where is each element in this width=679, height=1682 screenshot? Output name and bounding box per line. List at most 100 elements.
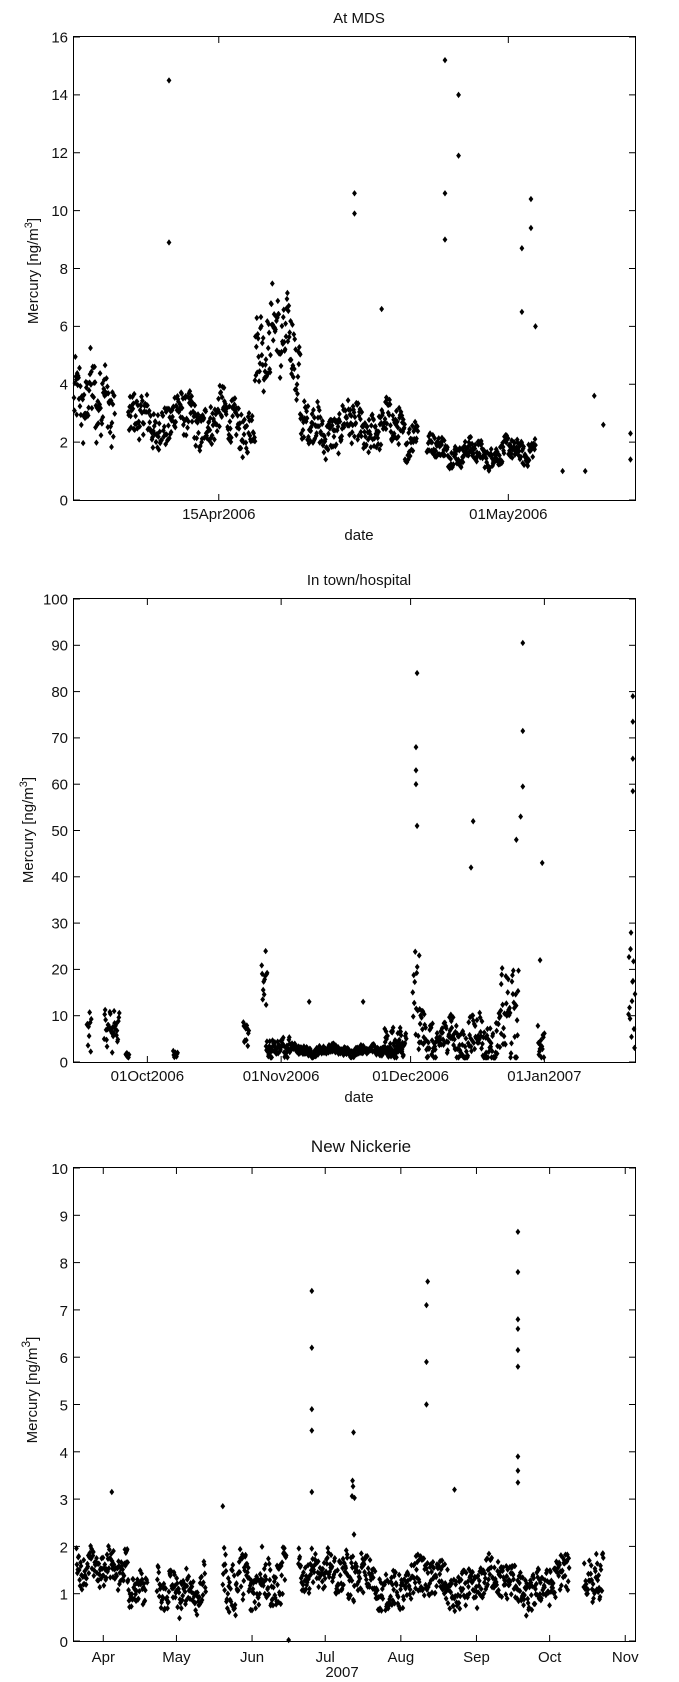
data-point	[87, 1019, 93, 1026]
data-point	[389, 436, 395, 443]
data-point	[249, 416, 255, 424]
data-point-outlier	[515, 1453, 521, 1460]
data-point	[274, 317, 279, 325]
data-point	[344, 1554, 350, 1561]
data-point	[187, 388, 193, 395]
data-point-outlier	[515, 1467, 521, 1474]
data-point	[321, 432, 327, 440]
data-point	[425, 1569, 431, 1577]
data-point	[283, 333, 289, 340]
data-point	[281, 338, 287, 346]
data-point	[395, 424, 401, 431]
data-point-outlier	[513, 836, 519, 843]
data-point	[509, 454, 515, 461]
data-point	[629, 997, 635, 1005]
data-point	[351, 1598, 357, 1605]
data-point	[202, 1570, 208, 1577]
data-point	[389, 1046, 395, 1054]
data-point	[256, 1601, 262, 1608]
data-point	[99, 380, 105, 387]
data-point	[197, 1579, 203, 1587]
data-point	[94, 439, 99, 446]
data-point	[503, 1041, 508, 1048]
data-point	[351, 1429, 356, 1436]
y-tick-label: 10	[51, 203, 68, 220]
x-axis-label: date	[344, 1089, 373, 1106]
data-point	[596, 1572, 602, 1579]
data-point	[261, 1578, 267, 1586]
data-point	[417, 1586, 423, 1593]
data-point	[399, 1045, 405, 1053]
data-point	[88, 1015, 94, 1023]
data-point	[407, 1586, 413, 1593]
data-point	[393, 1047, 398, 1054]
data-point	[137, 406, 143, 414]
data-point	[279, 1559, 285, 1566]
data-point	[414, 435, 419, 442]
data-point	[257, 1570, 263, 1578]
data-point	[311, 414, 317, 421]
data-point	[497, 1569, 503, 1576]
data-point	[503, 1591, 509, 1598]
data-point	[121, 1572, 127, 1579]
data-point-outlier	[352, 190, 357, 197]
data-point	[353, 419, 359, 427]
data-point-outlier	[306, 998, 312, 1006]
data-point	[325, 446, 331, 453]
data-point	[497, 452, 502, 459]
data-point	[430, 1020, 435, 1027]
data-point	[427, 1563, 433, 1571]
data-point	[130, 405, 136, 412]
data-point-outlier	[515, 1325, 521, 1333]
data-point	[350, 1553, 356, 1560]
data-point	[341, 1581, 346, 1589]
data-point	[600, 1550, 606, 1557]
y-tick-label: 10	[51, 1161, 68, 1178]
data-point	[504, 1573, 510, 1580]
data-point	[538, 1595, 544, 1602]
data-point	[321, 1043, 326, 1050]
data-point	[415, 1032, 421, 1040]
data-point	[480, 1040, 485, 1048]
data-point	[110, 1032, 116, 1040]
data-point	[218, 389, 224, 396]
data-point	[522, 1591, 527, 1599]
data-point	[379, 1592, 385, 1600]
data-point	[284, 295, 290, 303]
data-point	[76, 1566, 82, 1574]
data-point	[505, 975, 511, 983]
data-point	[442, 1019, 448, 1026]
data-point	[308, 423, 314, 431]
data-point	[452, 1036, 457, 1043]
data-point	[415, 427, 421, 435]
data-point	[183, 1600, 188, 1608]
data-point	[81, 1580, 87, 1588]
data-point	[403, 1030, 409, 1037]
data-point	[408, 439, 414, 446]
data-point	[431, 1564, 437, 1572]
data-point	[473, 1593, 479, 1601]
data-point	[412, 426, 418, 433]
data-point	[339, 433, 345, 440]
data-point	[285, 338, 291, 345]
data-point	[217, 382, 223, 390]
data-point	[382, 1038, 388, 1046]
data-point	[367, 428, 372, 435]
data-point	[510, 967, 516, 974]
data-point	[136, 1587, 142, 1595]
data-point	[536, 1566, 542, 1573]
data-point	[594, 1560, 600, 1567]
data-point	[155, 433, 161, 440]
data-point	[95, 1577, 101, 1584]
data-point	[160, 1594, 166, 1601]
data-point	[255, 330, 261, 338]
data-point	[451, 1576, 457, 1583]
data-point	[269, 1054, 275, 1061]
data-point	[183, 431, 189, 439]
data-point	[132, 426, 138, 434]
data-point	[312, 435, 318, 442]
data-point	[503, 973, 509, 980]
data-point	[307, 1585, 312, 1592]
data-point	[201, 414, 207, 422]
data-point	[258, 323, 264, 330]
